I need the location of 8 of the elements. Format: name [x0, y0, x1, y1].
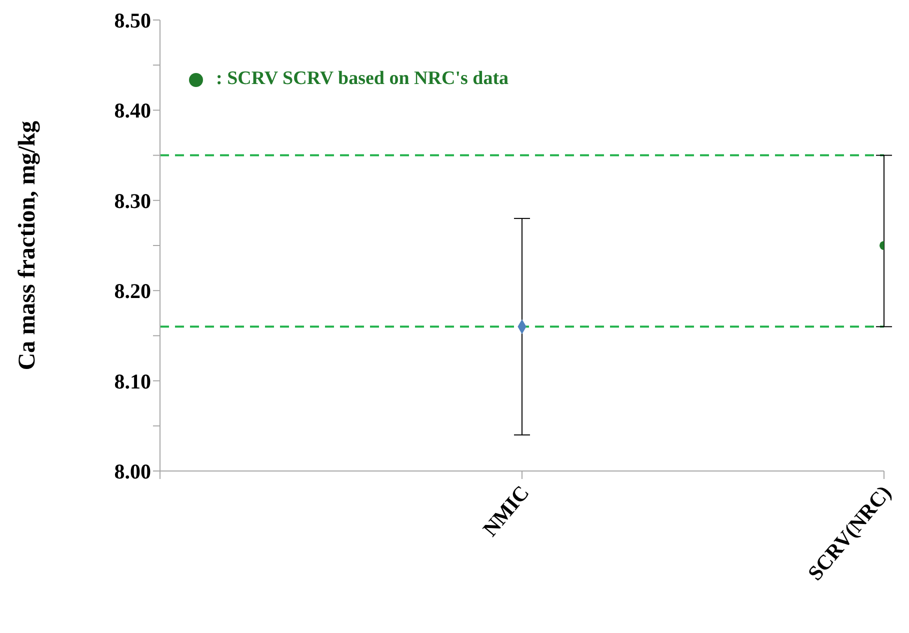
y-tick-label: 8.30: [114, 188, 151, 213]
y-tick-label: 8.00: [114, 459, 151, 484]
y-axis-title: Ca mass fraction, mg/kg: [14, 120, 41, 370]
y-tick-label: 8.40: [114, 98, 151, 123]
legend-label: : SCRV SCRV based on NRC's data: [216, 68, 509, 90]
y-tick-label: 8.50: [114, 8, 151, 32]
y-tick-label: 8.10: [114, 369, 151, 394]
y-tick-label: 8.20: [114, 279, 151, 304]
